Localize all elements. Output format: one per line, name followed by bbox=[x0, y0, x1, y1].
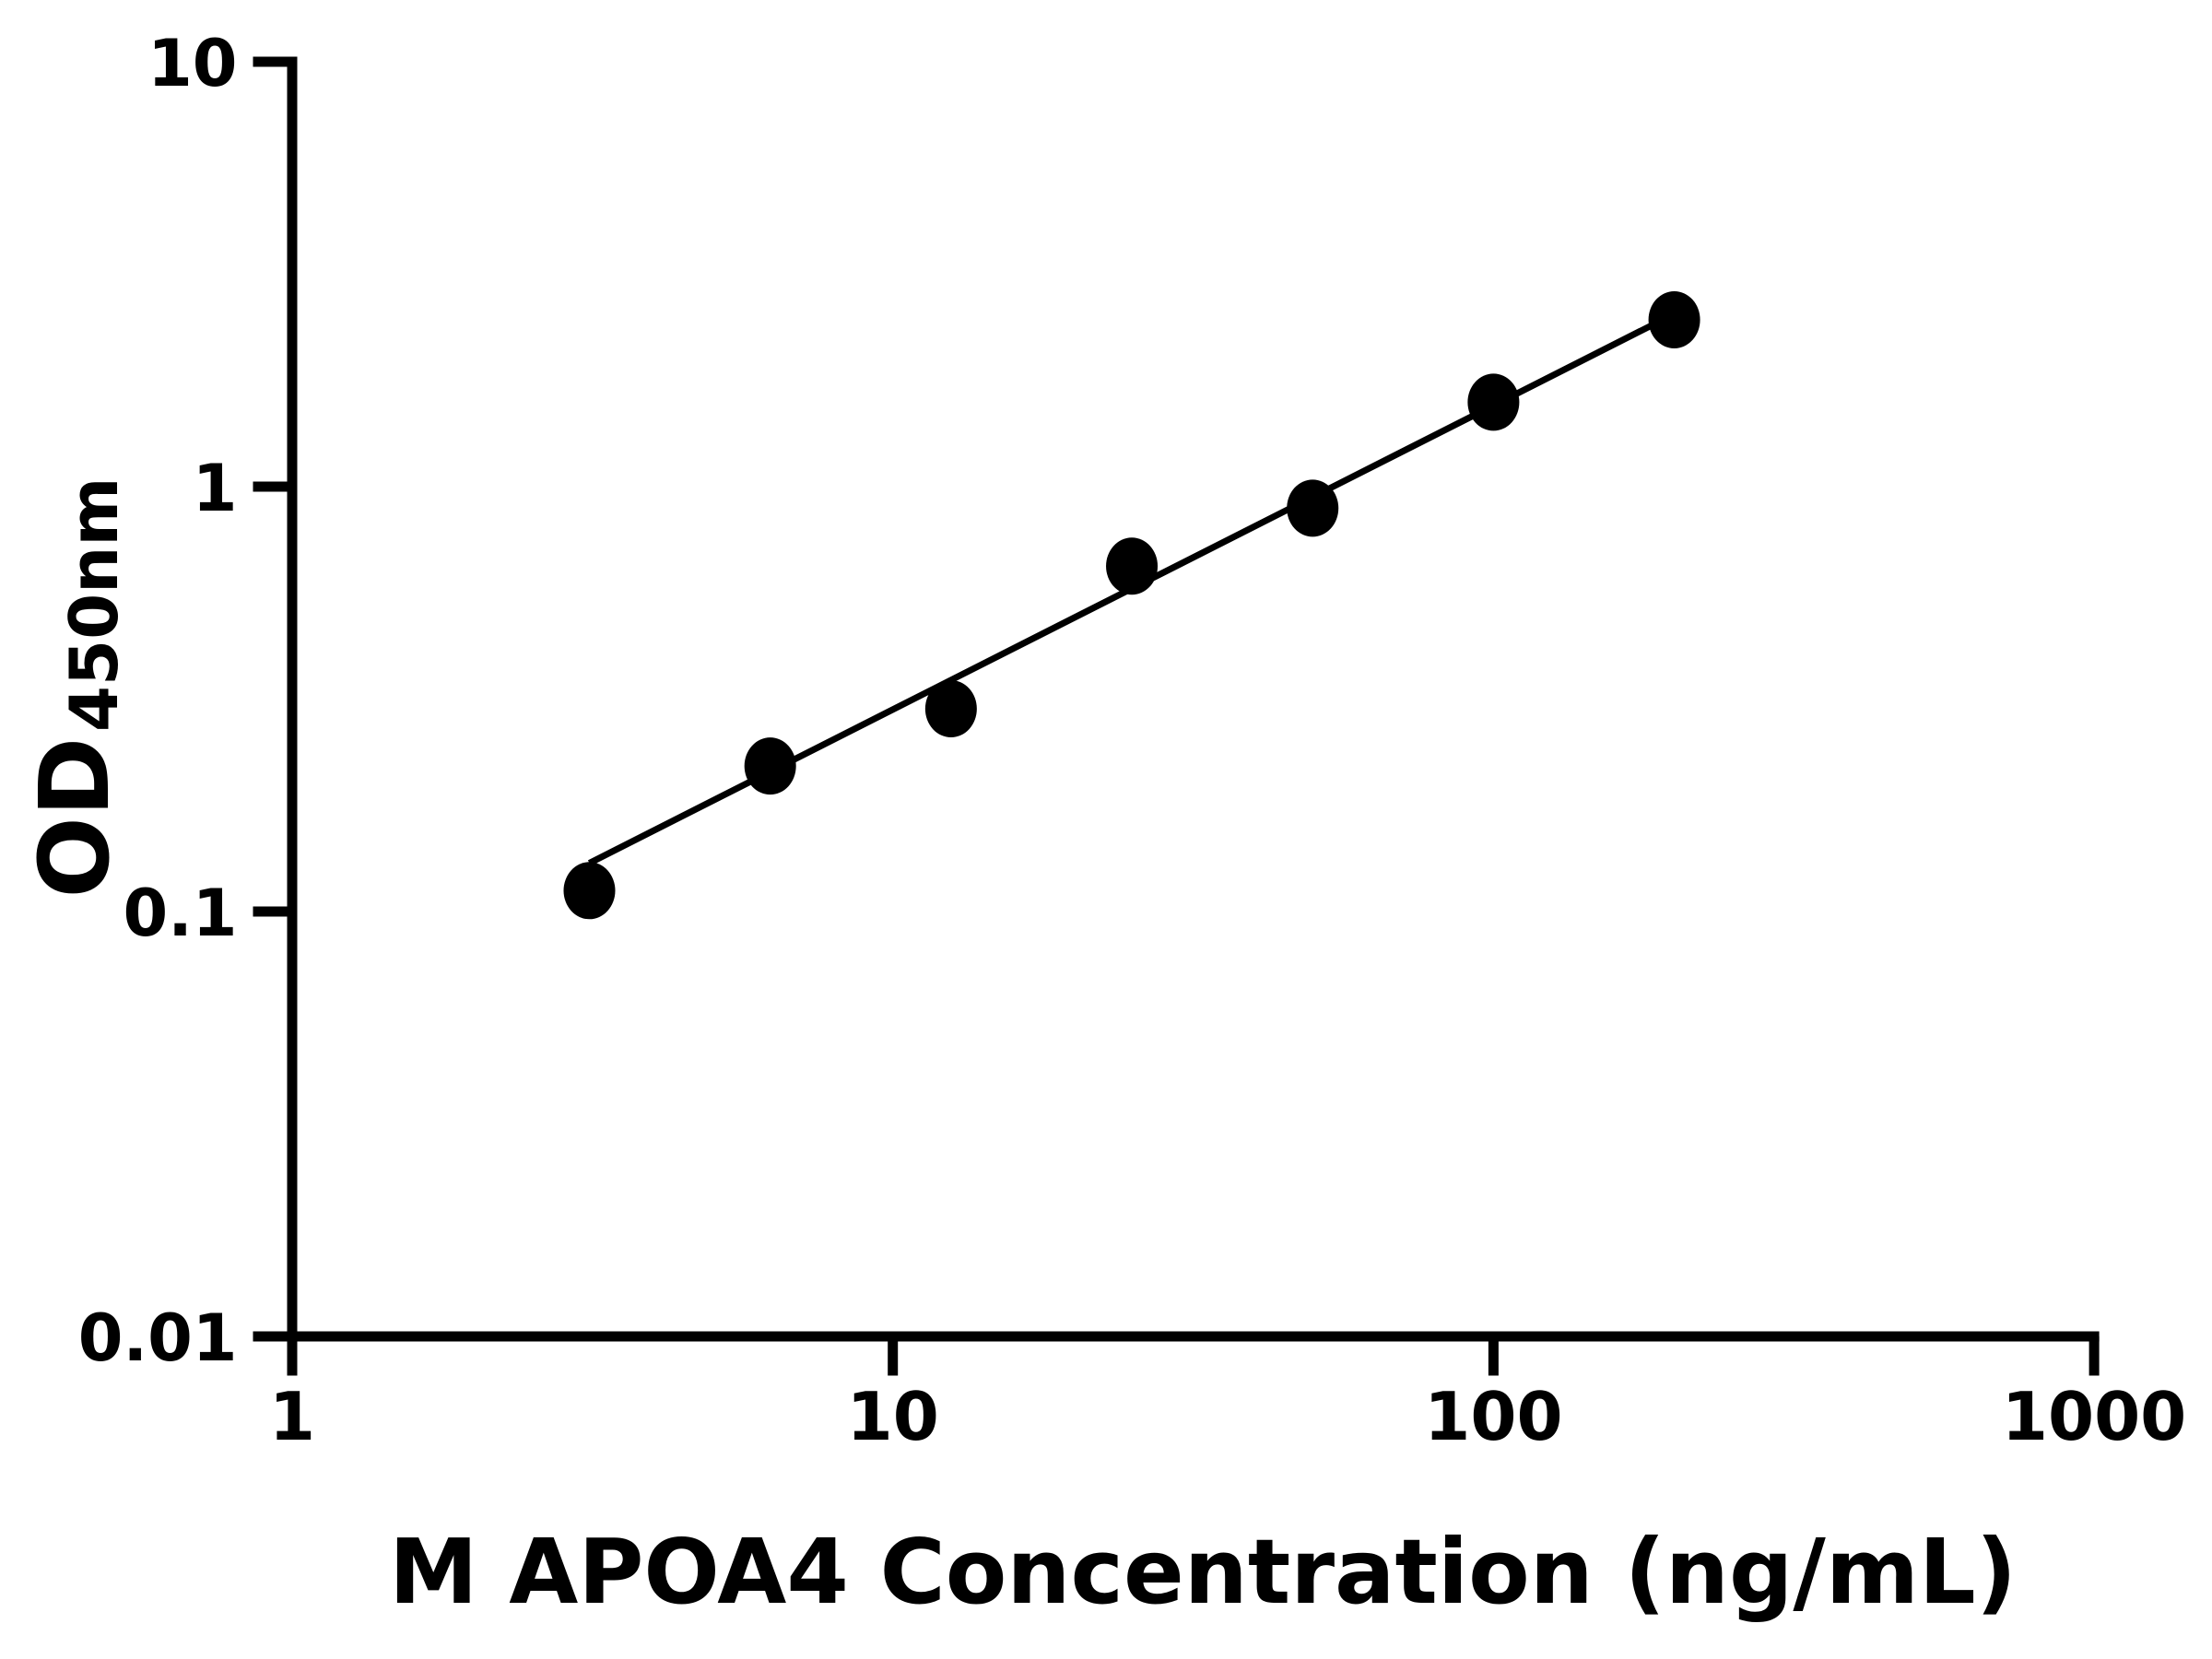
x-tick-label: 1000 bbox=[2002, 1378, 2186, 1455]
data-point bbox=[1648, 290, 1700, 348]
y-tick-label: 0.01 bbox=[78, 1300, 238, 1376]
x-tick-label: 100 bbox=[1424, 1378, 1562, 1455]
plot-area: 0.01 0.1 1 10 1 10 100 1000 bbox=[78, 26, 2187, 1455]
y-tick-label: 10 bbox=[147, 26, 237, 101]
y-tick-label: 0.1 bbox=[123, 876, 237, 951]
data-point bbox=[1467, 373, 1520, 431]
data-point bbox=[1106, 537, 1159, 595]
x-tick-label: 1 bbox=[269, 1378, 315, 1455]
data-point bbox=[744, 737, 796, 795]
y-axis-title-subscript: 450nm bbox=[55, 477, 133, 733]
data-point bbox=[563, 862, 616, 920]
data-point bbox=[1287, 479, 1339, 537]
x-tick-label: 10 bbox=[847, 1378, 939, 1455]
data-point bbox=[924, 680, 977, 738]
y-axis-title-main: OD bbox=[18, 737, 131, 899]
y-tick-label: 1 bbox=[193, 451, 238, 526]
x-axis-title: M APOA4 Concentration (ng/mL) bbox=[389, 1520, 2017, 1624]
y-axis-title: OD 450nm bbox=[18, 477, 133, 899]
